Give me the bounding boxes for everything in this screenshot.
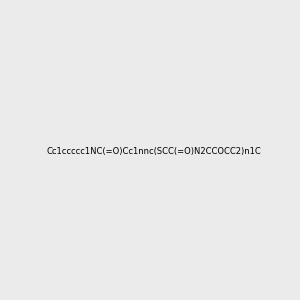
Text: Cc1ccccc1NC(=O)Cc1nnc(SCC(=O)N2CCOCC2)n1C: Cc1ccccc1NC(=O)Cc1nnc(SCC(=O)N2CCOCC2)n1… (46, 147, 261, 156)
